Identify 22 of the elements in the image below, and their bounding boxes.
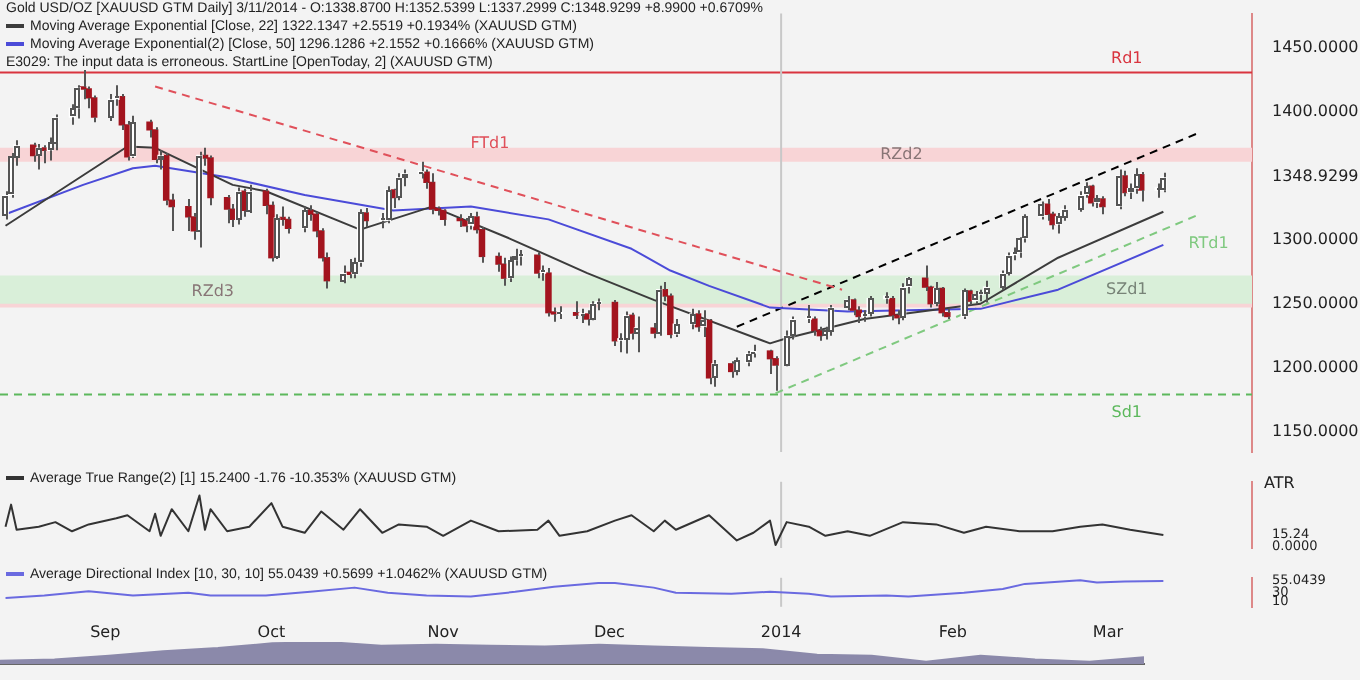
x-tick-label: 2014 [760,622,802,641]
x-tick-label: Dec [593,622,625,641]
y-tick-label: 1250.0000 [1272,293,1359,312]
band-label: SZd1 [1106,279,1148,298]
y-axis-title: ATR [1264,474,1295,492]
y-tick-label: 1300.0000 [1272,229,1359,248]
x-tick-label: Sep [90,622,121,641]
band-label: RZd3 [191,282,235,301]
x-tick-label: Nov [427,622,460,641]
x-tick-label: Mar [1092,622,1125,641]
y-tick-label: 1450.0000 [1272,38,1359,57]
y-tick-label: 1400.0000 [1272,102,1359,121]
y-tick-label: 1200.0000 [1272,357,1359,376]
ref-line-label: Sd1 [1111,402,1143,421]
y-tick-label: 1150.0000 [1272,421,1359,440]
x-tick-label: Feb [938,622,968,641]
x-tick-label: Oct [257,622,286,641]
series-label: RTd1 [1188,233,1229,252]
y-tick-label: 1348.9299 [1272,167,1359,186]
band-label: RZd2 [880,144,923,163]
ref-line-label: Rd1 [1111,48,1143,67]
series-label: FTd1 [470,133,510,152]
